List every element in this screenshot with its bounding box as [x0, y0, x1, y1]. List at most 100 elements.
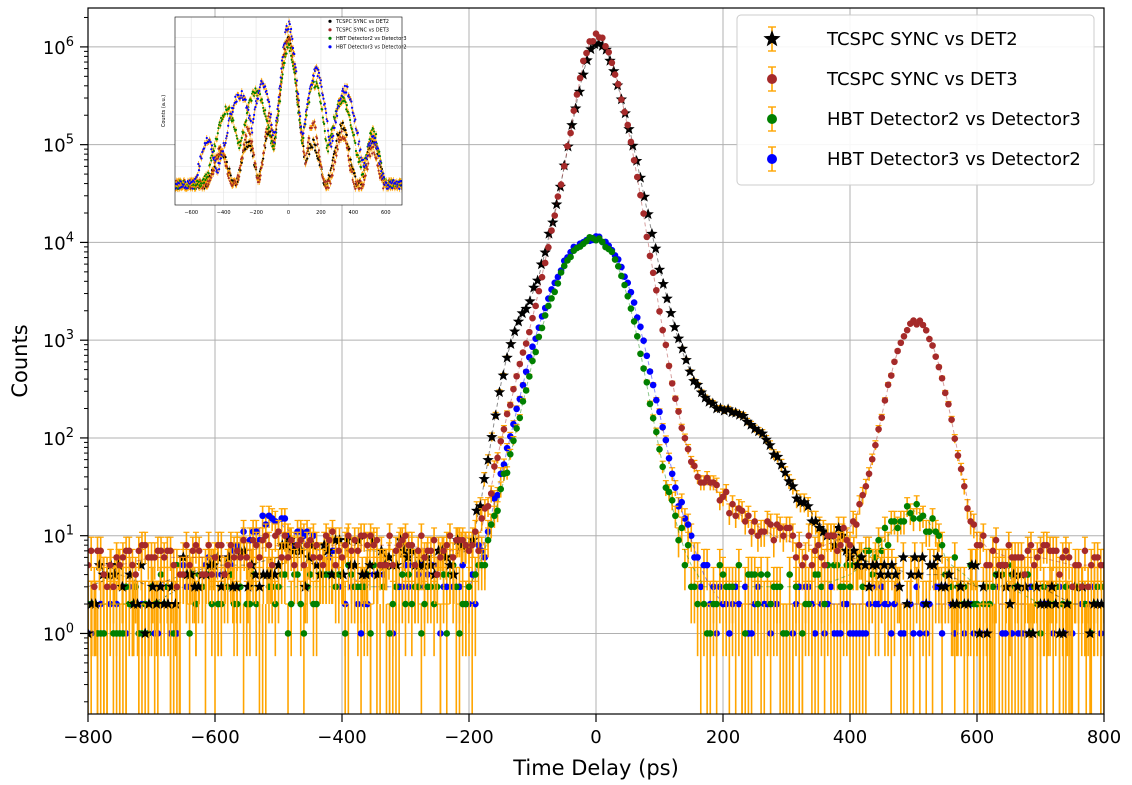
data-point [224, 561, 231, 569]
inset-data-point [254, 162, 257, 165]
inset-data-point [302, 132, 305, 135]
inset-data-point [269, 130, 272, 133]
data-point [573, 85, 586, 97]
inset-data-point [242, 131, 245, 134]
data-point [732, 512, 739, 520]
data-point [970, 559, 982, 570]
data-point [186, 630, 193, 637]
data-point [957, 465, 965, 473]
inset-data-point [308, 92, 311, 95]
inset-data-point [295, 79, 299, 82]
data-point [383, 561, 390, 569]
data-point [554, 193, 562, 200]
inset-data-point [291, 37, 294, 41]
data-point [890, 568, 902, 580]
inset-data-point [363, 178, 366, 181]
data-point [881, 397, 889, 404]
data-point [903, 502, 911, 510]
data-point [560, 162, 568, 170]
inset-data-point [252, 117, 255, 121]
inset-data-point [269, 113, 273, 116]
inset-data-point [306, 147, 309, 150]
inset-data-point [307, 96, 310, 100]
x-tick-label: 600 [960, 727, 994, 748]
data-point [1030, 561, 1038, 569]
data-point [722, 488, 730, 496]
data-point [551, 212, 559, 219]
data-point [386, 532, 393, 539]
data-point [316, 554, 324, 561]
y-axis-title: Counts [8, 324, 32, 397]
data-point [900, 332, 908, 340]
data-point [481, 561, 489, 569]
inset-data-point [288, 22, 291, 26]
data-point [741, 630, 749, 637]
inset-data-point [378, 172, 381, 175]
data-point [109, 568, 121, 580]
inset-data-point [308, 153, 311, 156]
data-point [192, 541, 200, 549]
data-point [1018, 554, 1025, 561]
inset-data-point [240, 136, 243, 139]
data-point [589, 37, 597, 45]
data-point [371, 568, 384, 580]
data-point [357, 630, 365, 637]
x-tick-label: 400 [833, 727, 867, 748]
inset-data-point [306, 157, 309, 160]
data-point [147, 580, 159, 592]
data-point [1034, 554, 1041, 561]
inset-data-point [216, 171, 219, 174]
inset-data-point [254, 106, 257, 109]
inset-data-point [310, 126, 313, 130]
data-point [189, 547, 197, 555]
plot-series-group [88, 30, 1104, 714]
data-point [653, 286, 660, 294]
data-point [124, 568, 136, 580]
data-point [633, 333, 641, 340]
data-point [510, 437, 517, 445]
inset-data-point [332, 168, 335, 171]
data-point [202, 571, 209, 578]
inset-data-point [289, 38, 292, 42]
inset-data-point [313, 120, 316, 123]
data-point [735, 600, 743, 608]
data-point [928, 559, 940, 570]
data-point [687, 532, 695, 539]
data-point [208, 559, 220, 570]
data-point [519, 349, 527, 356]
data-point [910, 630, 917, 637]
inset-data-point [254, 166, 258, 169]
data-point [143, 598, 155, 609]
data-point [608, 248, 616, 256]
inset-data-point [305, 114, 308, 117]
inset-data-point [361, 172, 365, 176]
data-point [103, 583, 111, 591]
data-point [659, 326, 666, 334]
data-point [252, 528, 260, 535]
inset-data-point [207, 172, 210, 175]
data-point [961, 483, 968, 490]
data-point [509, 325, 521, 337]
inset-data-point [263, 144, 266, 147]
data-point [691, 378, 704, 390]
inset-data-point [203, 147, 206, 150]
data-point [843, 536, 851, 544]
data-point [89, 598, 102, 609]
data-point [775, 458, 788, 470]
data-point [691, 462, 698, 470]
inset-data-point [190, 180, 193, 184]
data-point [306, 571, 314, 578]
data-point [678, 524, 686, 532]
inset-data-point [326, 120, 329, 123]
data-point [294, 571, 301, 578]
data-point [531, 274, 544, 286]
data-point [512, 315, 525, 327]
data-point [653, 263, 666, 275]
x-tick-label: 0 [590, 727, 601, 748]
data-point [605, 48, 612, 56]
data-point [649, 414, 657, 422]
data-point [548, 295, 555, 302]
data-point [681, 561, 689, 569]
data-point [748, 528, 755, 535]
data-point [88, 627, 94, 639]
